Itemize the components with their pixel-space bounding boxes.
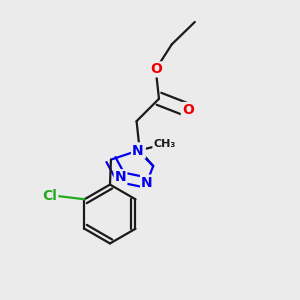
Text: O: O [182, 103, 194, 117]
Text: Cl: Cl [43, 189, 57, 203]
Text: N: N [115, 170, 126, 184]
Text: S: S [135, 144, 145, 158]
Text: N: N [132, 144, 144, 158]
Text: CH₃: CH₃ [153, 139, 176, 149]
Text: N: N [141, 176, 153, 190]
Text: O: O [150, 62, 162, 76]
